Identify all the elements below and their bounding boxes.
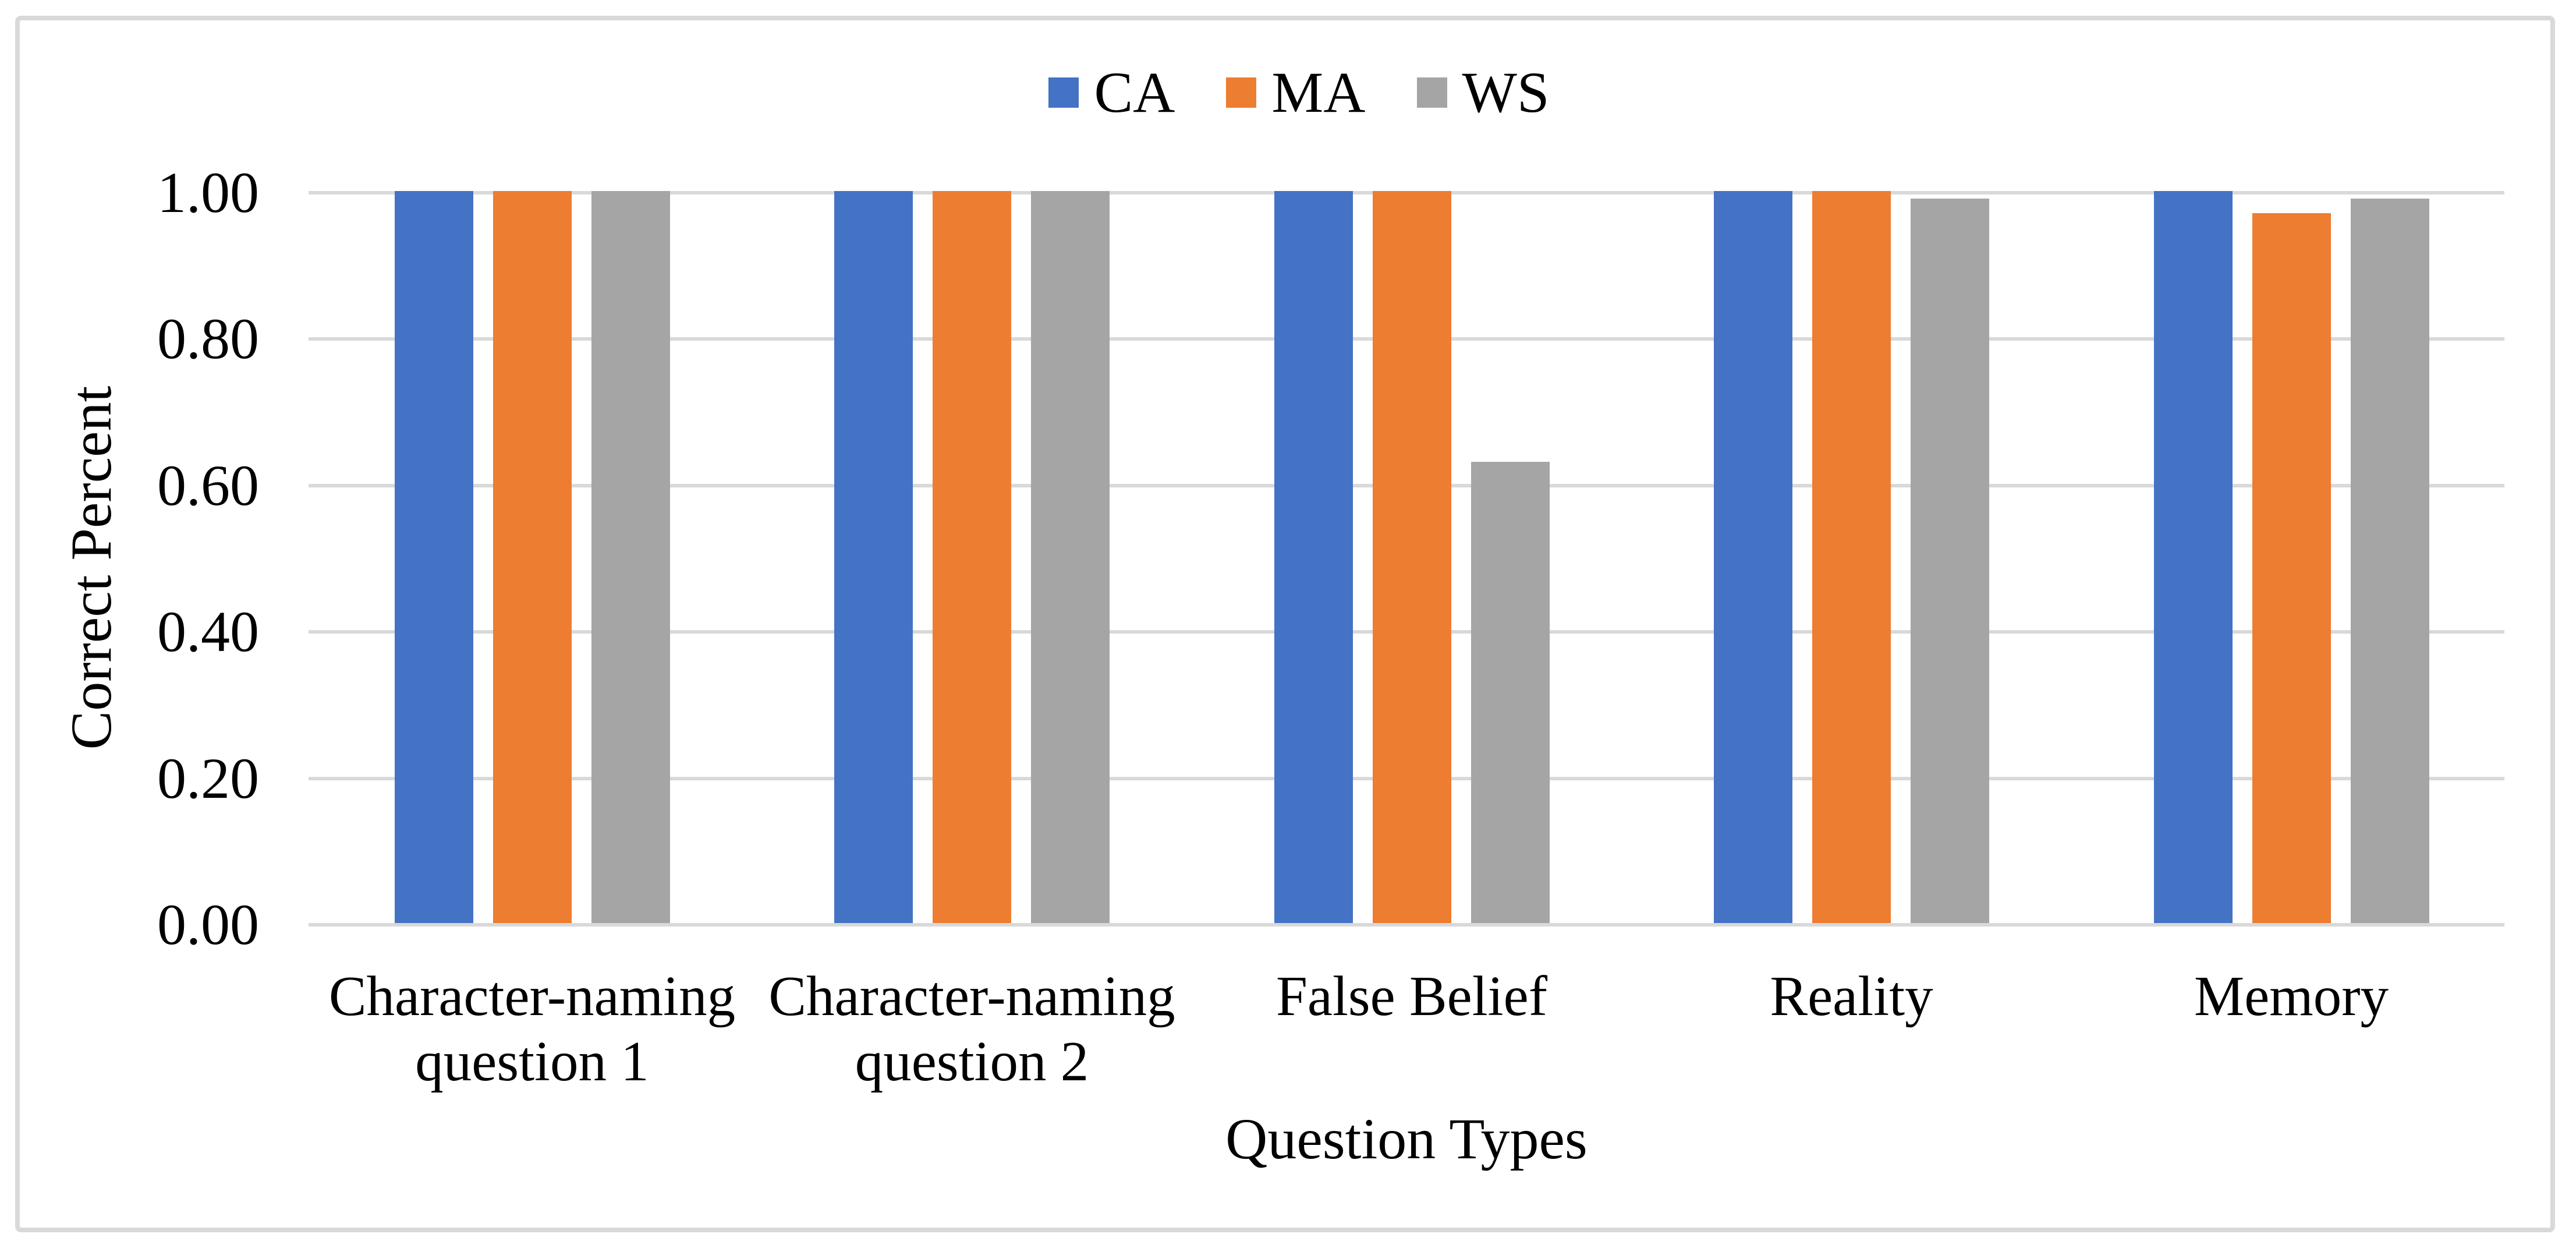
gridline-baseline (309, 923, 2504, 927)
legend-label: WS (1462, 60, 1550, 125)
y-tick-label: 0.80 (157, 306, 259, 372)
category-label: Character-naming question 1 (328, 965, 736, 1093)
legend-label: CA (1094, 60, 1175, 125)
legend: CA MA WS (11, 58, 2576, 127)
y-axis-title: Correct Percent (59, 386, 123, 750)
legend-label: MA (1271, 60, 1366, 125)
bar-ma-5 (2252, 213, 2331, 923)
bar-ca-1 (395, 191, 473, 923)
bar-ca-3 (1274, 191, 1353, 923)
y-tick-label: 0.60 (157, 452, 259, 518)
bar-ca-4 (1714, 191, 1792, 923)
y-tick-label: 0.00 (157, 892, 259, 957)
legend-item-ca: CA (1048, 61, 1175, 125)
legend-item-ws: WS (1416, 60, 1550, 125)
bar-ws-2 (1031, 191, 1110, 923)
bar-ws-5 (2351, 199, 2429, 923)
legend-swatch-ca (1048, 77, 1079, 108)
category-label: Memory (2194, 965, 2389, 1027)
bar-ma-2 (933, 191, 1011, 923)
y-tick-label: 1.00 (157, 160, 259, 225)
bar-ca-5 (2154, 191, 2233, 923)
bar-ca-2 (834, 191, 913, 923)
legend-swatch-ws (1416, 77, 1447, 108)
x-axis-title: Question Types (1225, 1106, 1588, 1171)
bar-ws-1 (591, 191, 670, 923)
y-tick-label: 0.40 (157, 599, 259, 664)
bar-ma-1 (493, 191, 572, 923)
y-tick-label: 0.20 (157, 745, 259, 811)
legend-swatch-ma (1226, 77, 1257, 108)
legend-item-ma: MA (1226, 60, 1366, 125)
bar-ws-4 (1911, 199, 1989, 923)
bar-ws-3 (1471, 462, 1550, 923)
category-label: False Belief (1275, 965, 1547, 1027)
bar-ma-4 (1812, 191, 1891, 923)
category-label: Character-naming question 2 (768, 965, 1175, 1093)
bar-ma-3 (1373, 191, 1451, 923)
category-label: Reality (1770, 965, 1933, 1027)
